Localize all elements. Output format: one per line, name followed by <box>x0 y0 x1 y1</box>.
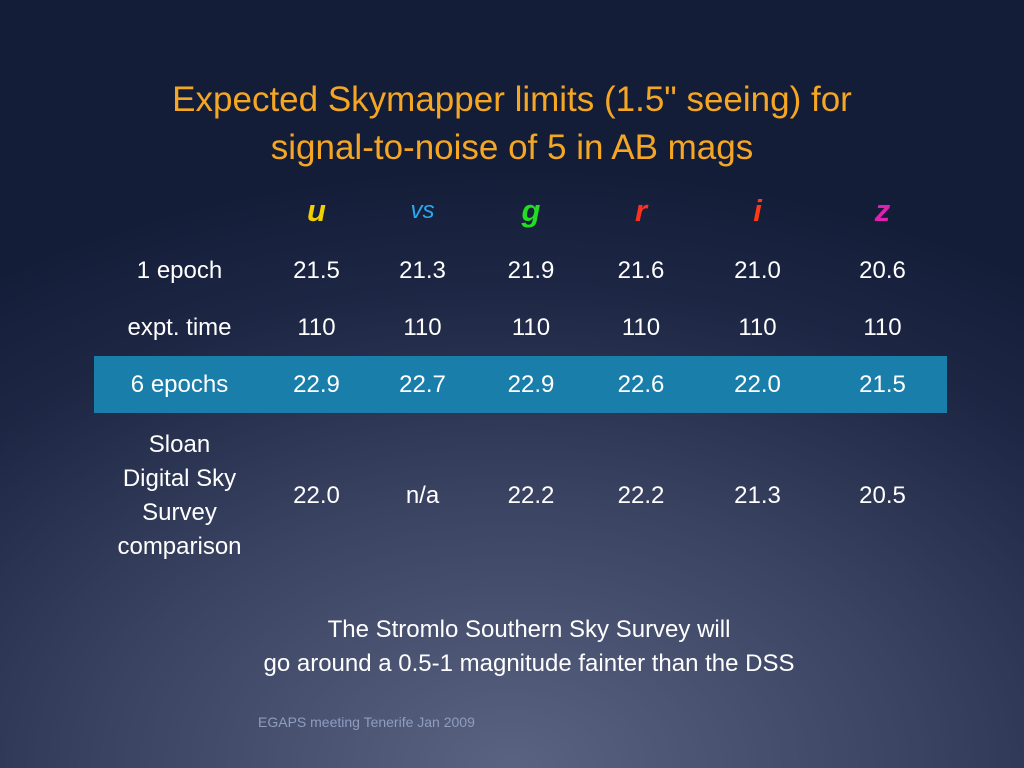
footer: EGAPS meeting Tenerife Jan 2009 <box>258 714 475 730</box>
note-line: go around a 0.5-1 magnitude fainter than… <box>263 650 795 677</box>
table-row: 1 epoch 21.5 21.3 21.9 21.6 21.0 20.6 <box>94 242 947 299</box>
table-cell: 22.6 <box>617 370 665 398</box>
column-header: z <box>874 193 891 228</box>
column-header: r <box>634 193 648 228</box>
table-cell: 21.5 <box>293 256 340 284</box>
title-line: Expected Skymapper limits (1.5" seeing) … <box>172 80 852 119</box>
table-cell: 21.3 <box>734 482 781 509</box>
table-cell: 22.9 <box>293 370 340 398</box>
table-cell: 21.3 <box>399 256 446 284</box>
table-cell: 22.0 <box>293 482 340 509</box>
table-cell: 110 <box>738 313 777 341</box>
table-cell: 110 <box>621 313 661 341</box>
table-cell: 110 <box>863 313 902 341</box>
table-cell: 22.2 <box>617 482 665 509</box>
row-label: 6 epochs <box>94 356 265 413</box>
table-cell: 21.6 <box>617 256 665 284</box>
row-label-line: Digital Sky <box>122 465 237 492</box>
table-cell: 20.6 <box>859 256 906 284</box>
table-cell: 110 <box>403 313 442 341</box>
table-row: 6 epochs 22.9 22.7 22.9 22.6 22.0 21.5 <box>94 356 947 413</box>
column-header: g <box>521 193 541 228</box>
table-row: Sloan Digital Sky Survey comparison 22.0 n/a 2… <box>94 413 947 579</box>
table-cell: 22.9 <box>507 370 555 398</box>
table-cell: 22.0 <box>734 370 781 398</box>
table-cell: 110 <box>297 313 336 341</box>
row-label: 1 epoch <box>94 242 265 299</box>
row-label: Sloan Digital Sky Survey comparison <box>94 413 265 579</box>
table-cell: 21.9 <box>507 256 555 284</box>
row-label-line: 6 epochs <box>130 370 229 398</box>
table-cell: 110 <box>511 313 551 341</box>
row-label: expt. time <box>94 299 265 356</box>
table-cell: 21.5 <box>859 370 906 398</box>
column-header: vs <box>410 197 435 224</box>
header-cell <box>94 180 265 242</box>
title-line: signal-to-noise of 5 in AB mags <box>270 128 754 167</box>
row-label-line: comparison <box>117 533 242 560</box>
note: The Stromlo Southern Sky Survey will go a… <box>0 613 1024 681</box>
table: u vs g r i z 1 epoch 21.5 21.3 21.9 21.6 21.0 20.6 ex… <box>94 180 947 579</box>
table-cell: 21.0 <box>734 256 781 284</box>
note-line: The Stromlo Southern Sky Survey will <box>327 616 731 643</box>
table-cell: 22.7 <box>399 370 446 398</box>
header-row: u vs g r i z <box>94 180 947 242</box>
column-header: u <box>307 193 326 228</box>
row-label-line: expt. time <box>127 313 232 341</box>
table-cell: n/a <box>405 482 440 509</box>
column-header: i <box>753 193 762 228</box>
row-label-line: Survey <box>142 499 217 526</box>
row-label-line: 1 epoch <box>136 256 223 284</box>
title: Expected Skymapper limits (1.5" seeing) … <box>0 76 1024 172</box>
table-row: expt. time 110 110 110 110 110 110 <box>94 299 947 356</box>
table-cell: 20.5 <box>859 482 906 509</box>
table-cell: 22.2 <box>507 482 555 509</box>
row-label-line: Sloan <box>148 431 211 458</box>
